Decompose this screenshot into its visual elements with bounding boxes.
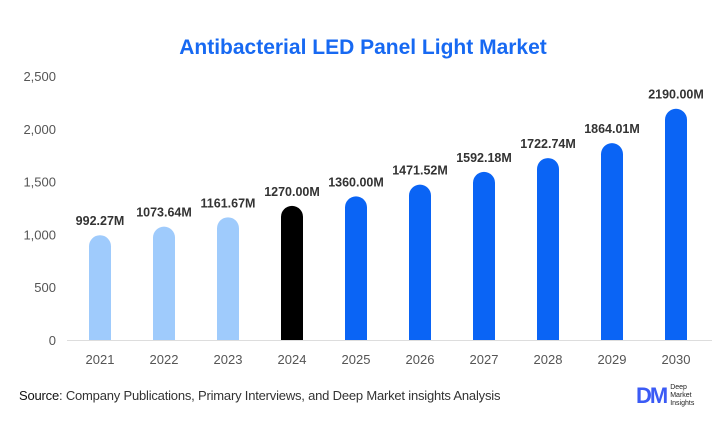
y-tick-label: 1,500 [23,175,56,190]
data-label-2029: 1864.01M [584,122,640,136]
x-tick-label: 2028 [534,352,563,367]
data-label-2028: 1722.74M [520,137,576,151]
data-label-2021: 992.27M [76,214,125,228]
bar-2030 [665,108,687,341]
data-label-2023: 1161.67M [201,196,256,210]
x-tick-label: 2026 [406,352,435,367]
logo-text: Deep Market Insights [670,384,695,407]
y-tick-label: 2,000 [23,122,56,137]
x-tick-label: 2029 [598,352,627,367]
bar-2024 [281,205,303,340]
x-tick-label: 2027 [470,352,499,367]
x-tick-label: 2024 [278,352,307,367]
x-tick-label: 2023 [214,352,243,367]
source-text: : Company Publications, Primary Intervie… [59,388,501,403]
data-label-2026: 1471.52M [392,164,448,178]
x-tick-label: 2025 [342,352,371,367]
logo-mark: DM [636,383,668,408]
bar-2028 [537,158,559,340]
data-label-2024: 1270.00M [264,185,320,199]
bar-2027 [473,171,495,340]
source-label: Source [19,388,59,403]
y-tick-label: 1,000 [23,227,56,242]
bar-2025 [345,196,367,340]
data-label-2022: 1073.64M [136,206,192,220]
x-tick-label: 2022 [150,352,179,367]
data-label-2025: 1360.00M [328,175,384,189]
data-label-2030: 2190.00M [648,88,704,102]
bar-2022 [153,226,175,340]
y-tick-label: 0 [49,333,56,348]
x-tick-label: 2030 [662,352,691,367]
bar-2023 [217,217,239,340]
x-tick-label: 2021 [86,352,115,367]
source-note: Source: Company Publications, Primary In… [19,388,500,403]
bar-2026 [409,184,431,340]
logo: DM Deep Market Insights [636,383,694,409]
y-tick-label: 2,500 [23,69,56,84]
bar-chart: 0 500 1,000 1,500 2,000 2,500 992.27M 2021 1073.… [23,69,712,367]
y-tick-label: 500 [34,280,56,295]
data-label-2027: 1592.18M [456,151,512,165]
bar-2029 [601,143,623,340]
chart-title: Antibacterial LED Panel Light Market [179,36,547,59]
bar-2021 [89,235,111,340]
